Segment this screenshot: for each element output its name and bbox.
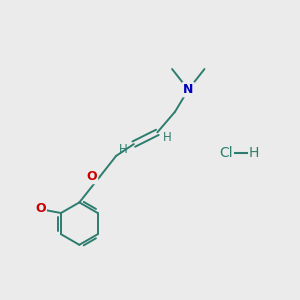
Text: N: N — [183, 83, 194, 96]
Text: H: H — [163, 131, 172, 144]
Text: H: H — [249, 146, 259, 160]
Text: H: H — [119, 143, 128, 156]
Text: O: O — [35, 202, 46, 215]
Text: O: O — [86, 170, 97, 183]
Text: Cl: Cl — [219, 146, 233, 160]
